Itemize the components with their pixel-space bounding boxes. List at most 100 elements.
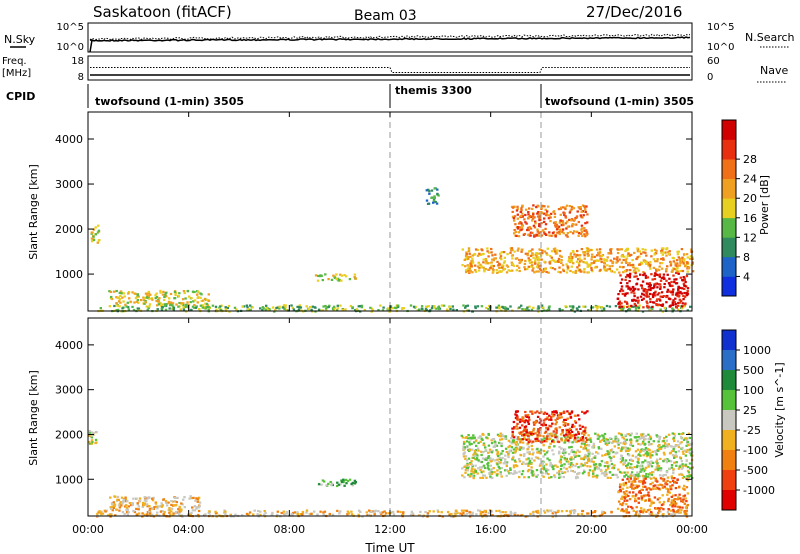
echo-cell (672, 299, 675, 302)
echo-cell (119, 501, 122, 504)
echo-cell (538, 421, 541, 424)
echo-cell (635, 474, 638, 477)
echo-cell (524, 419, 528, 422)
echo-cell (532, 427, 536, 430)
echo-cell (543, 437, 546, 440)
echo-cell (513, 215, 517, 218)
echo-cell (206, 306, 209, 309)
echo-cell (569, 261, 572, 264)
echo-cell (578, 264, 581, 267)
echo-cell (342, 481, 345, 484)
echo-cell (646, 291, 649, 294)
echo-cell (368, 509, 371, 512)
echo-cell (532, 306, 535, 309)
echo-cell (481, 253, 485, 256)
echo-cell (432, 199, 436, 202)
echo-cell (476, 447, 480, 450)
echo-cell (132, 308, 136, 312)
echo-cell (628, 276, 632, 279)
echo-cell (662, 479, 665, 482)
echo-cell (414, 305, 417, 308)
echo-cell (526, 252, 529, 255)
echo-cell (524, 259, 527, 263)
echo-cell (497, 465, 500, 468)
echo-cell (614, 437, 617, 440)
echo-cell (508, 450, 511, 454)
echo-cell (645, 472, 648, 476)
echo-cell (527, 457, 530, 460)
echo-cell (527, 211, 530, 214)
echo-cell (208, 514, 212, 517)
echo-cell (542, 419, 546, 422)
echo-cell (586, 221, 589, 224)
echo-cell (674, 297, 677, 300)
echo-cell (516, 410, 519, 413)
echo-cell (465, 459, 469, 462)
echo-cell (543, 260, 546, 263)
echo-cell (507, 446, 510, 449)
echo-cell (537, 234, 541, 237)
echo-cell (432, 201, 435, 204)
echo-cell (183, 496, 186, 499)
x-tick-label: 00:00 (676, 523, 708, 536)
echo-cell (196, 497, 199, 500)
echo-cell (513, 219, 516, 222)
echo-cell (577, 234, 580, 237)
echo-cell (430, 189, 434, 192)
echo-cell (685, 275, 689, 278)
echo-cell (420, 307, 424, 310)
echo-cell (557, 225, 561, 228)
echo-cell (505, 469, 508, 472)
echo-cell (560, 259, 563, 262)
echo-cell (541, 467, 544, 470)
colorbar-tick-label: 28 (743, 153, 757, 166)
echo-cell (666, 288, 670, 291)
echo-cell (665, 254, 668, 257)
echo-cell (577, 440, 580, 443)
echo-cell (575, 216, 578, 219)
echo-cell (591, 469, 595, 472)
echo-cell (388, 310, 391, 313)
echo-cell (527, 476, 530, 479)
echo-cell (617, 301, 621, 304)
echo-cell (528, 431, 531, 435)
echo-cell (177, 508, 180, 511)
echo-cell (182, 304, 185, 307)
echo-cell (656, 498, 660, 501)
echo-cell (487, 307, 490, 310)
echo-cell (616, 507, 620, 510)
echo-cell (308, 512, 311, 516)
echo-cell (518, 269, 521, 273)
echo-cell (249, 308, 252, 311)
echo-cell (553, 410, 556, 413)
echo-cell (559, 458, 563, 461)
echo-cell (525, 222, 528, 225)
echo-cell (434, 307, 438, 310)
echo-cell (647, 463, 650, 467)
echo-region (460, 432, 694, 480)
echo-cell (661, 249, 664, 252)
echo-cell (124, 498, 128, 501)
echo-cell (178, 292, 181, 295)
echo-cell (624, 459, 628, 462)
echo-cell (656, 258, 659, 261)
echo-cell (490, 264, 493, 267)
echo-cell (513, 427, 516, 430)
echo-cell (360, 304, 364, 307)
echo-cell (531, 231, 534, 234)
echo-cell (564, 215, 567, 218)
colorbar-tick-label: -500 (743, 464, 768, 477)
echo-cell (510, 437, 513, 440)
echo-cell (513, 250, 516, 253)
echo-cell (578, 254, 582, 257)
echo-cell (545, 469, 548, 472)
echo-cell (396, 305, 400, 309)
echo-cell (527, 420, 530, 423)
echo-cell (499, 256, 502, 259)
echo-cell (569, 416, 572, 419)
echo-cell (537, 430, 540, 433)
echo-cell (151, 298, 154, 301)
echo-cell (171, 507, 174, 510)
echo-cell (665, 247, 669, 250)
echo-cell (491, 438, 495, 441)
